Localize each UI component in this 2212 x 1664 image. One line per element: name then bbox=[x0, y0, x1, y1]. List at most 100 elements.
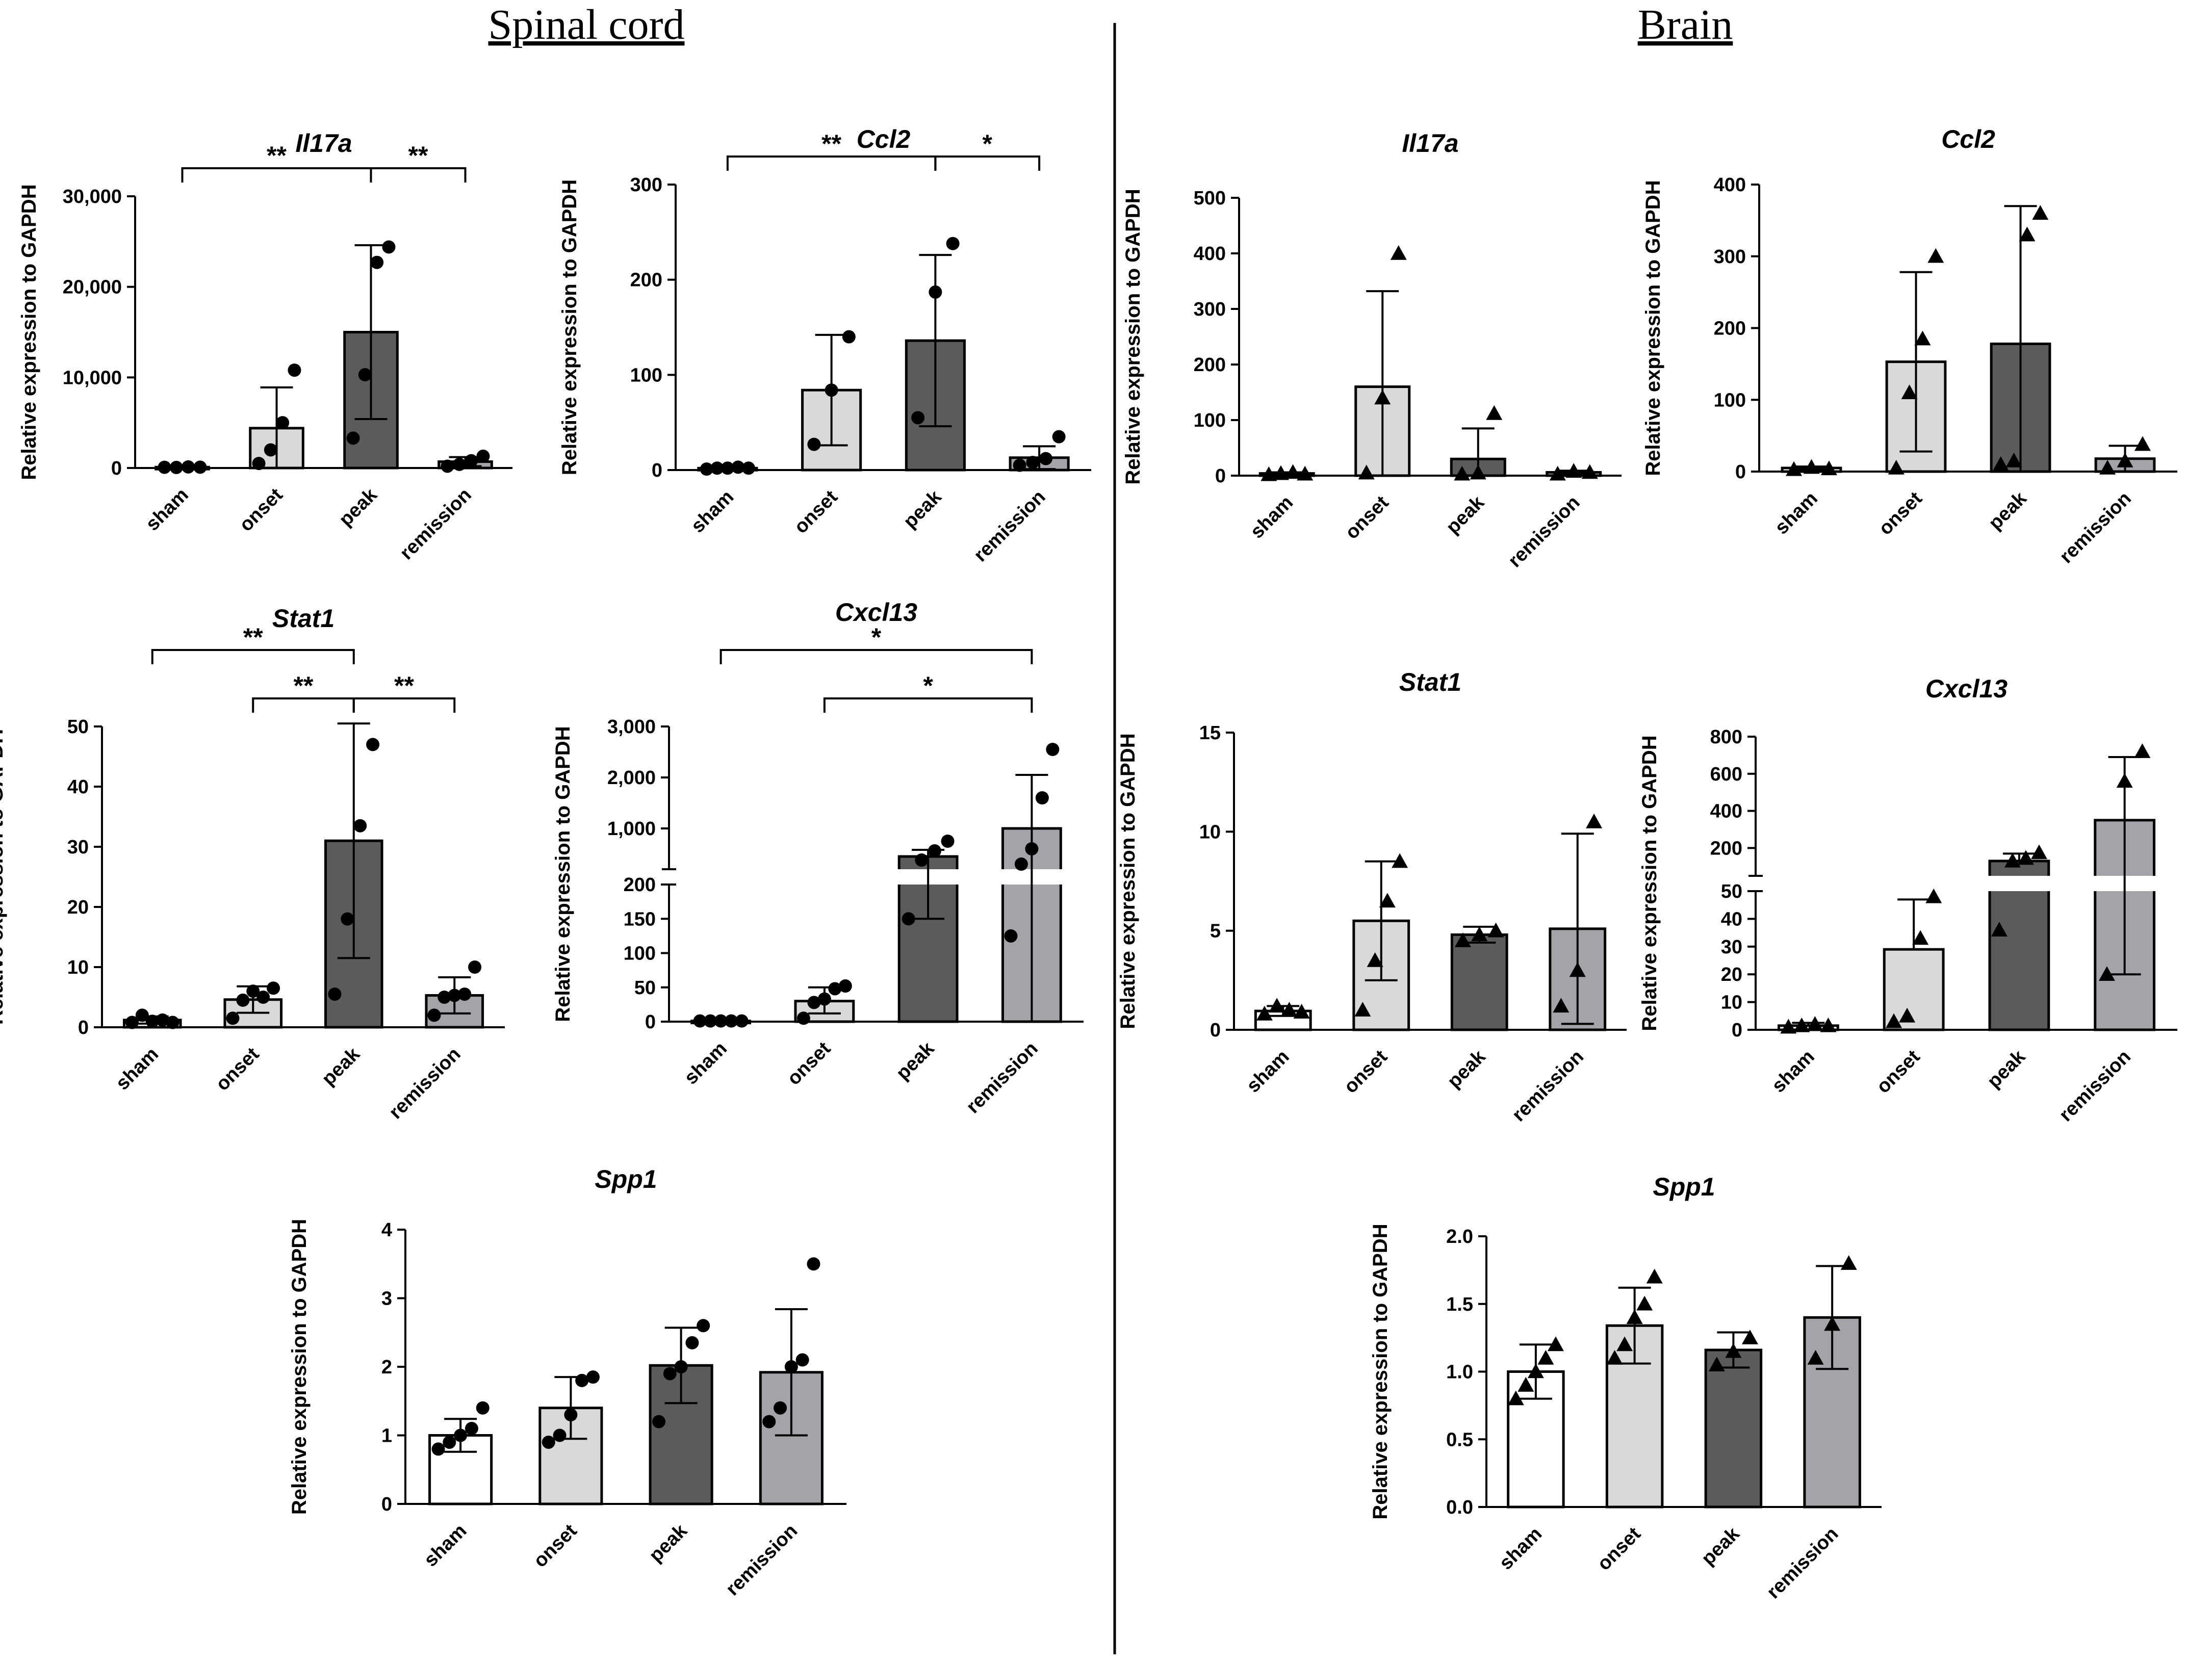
data-point bbox=[267, 981, 280, 995]
y-tick-label: 2.0 bbox=[1446, 1226, 1473, 1247]
x-tick-label-remission: remission bbox=[2055, 1046, 2135, 1126]
x-tick-label-peak: peak bbox=[1697, 1523, 1744, 1570]
data-point bbox=[2099, 459, 2116, 475]
data-point bbox=[1803, 459, 1820, 474]
x-tick-label-peak: peak bbox=[1983, 1046, 2030, 1093]
chart-br-il17a: Il17a Relative expression to GAPDH 0 100 200… bbox=[1122, 129, 1622, 571]
data-point bbox=[1914, 330, 1931, 346]
data-point bbox=[382, 240, 396, 254]
data-point bbox=[2134, 436, 2151, 451]
data-point bbox=[353, 819, 367, 833]
y-tick-label: 400 bbox=[1194, 243, 1226, 265]
y-tick-label: 0 bbox=[1210, 1020, 1221, 1041]
data-point bbox=[1052, 430, 1066, 444]
data-point bbox=[1471, 926, 1488, 942]
y-tick-label: 1.0 bbox=[1446, 1362, 1473, 1383]
data-point bbox=[458, 987, 472, 1001]
data-point bbox=[341, 912, 354, 926]
y-tick-label: 300 bbox=[1194, 299, 1226, 320]
chart-title: Ccl2 bbox=[1941, 125, 1995, 153]
data-point bbox=[2030, 844, 2047, 860]
y-tick-label: 50 bbox=[634, 977, 656, 999]
y-tick-label: 100 bbox=[624, 943, 656, 965]
data-point bbox=[828, 982, 842, 996]
x-tick-label-onset: onset bbox=[1872, 1046, 1924, 1098]
data-point bbox=[1992, 456, 2009, 471]
y-tick-label: 400 bbox=[1714, 174, 1746, 196]
data-point bbox=[704, 1014, 717, 1028]
data-point bbox=[1014, 857, 1028, 871]
x-tick-label-onset: onset bbox=[529, 1520, 581, 1572]
data-point bbox=[915, 853, 929, 867]
data-point bbox=[700, 462, 713, 476]
x-tick-label-sham: sham bbox=[1495, 1523, 1546, 1574]
data-point bbox=[1507, 1390, 1524, 1406]
y-tick-label: 10 bbox=[1721, 992, 1742, 1013]
y-tick-label: 20 bbox=[67, 897, 89, 918]
x-tick-label-peak: peak bbox=[892, 1037, 939, 1084]
y-tick-label: 200 bbox=[1714, 318, 1746, 340]
data-point bbox=[441, 459, 454, 473]
data-point bbox=[663, 1367, 677, 1381]
data-point bbox=[135, 1008, 149, 1022]
data-point bbox=[586, 1370, 600, 1384]
x-tick-label-onset: onset bbox=[790, 486, 842, 538]
x-tick-label-peak: peak bbox=[318, 1043, 365, 1090]
data-point bbox=[1013, 458, 1026, 472]
x-tick-label-peak: peak bbox=[1442, 491, 1489, 538]
y-tick-label: 0 bbox=[1732, 1020, 1742, 1041]
data-point bbox=[1547, 1336, 1564, 1351]
y-tick-label: 100 bbox=[1194, 410, 1226, 431]
significance-bracket bbox=[823, 697, 1033, 713]
y-tick-label: 200 bbox=[1194, 354, 1226, 376]
data-point bbox=[817, 992, 831, 1006]
significance-bracket bbox=[352, 697, 456, 713]
chart-title: Stat1 bbox=[272, 604, 335, 633]
x-tick-label-onset: onset bbox=[783, 1037, 835, 1089]
data-point bbox=[674, 1360, 688, 1373]
data-point bbox=[762, 1415, 776, 1428]
data-point bbox=[1636, 1295, 1653, 1311]
data-point bbox=[1581, 464, 1598, 479]
x-tick-label-sham: sham bbox=[142, 484, 193, 535]
x-tick-label-onset: onset bbox=[212, 1043, 264, 1095]
data-point bbox=[264, 443, 277, 457]
data-point bbox=[842, 330, 856, 344]
data-point bbox=[166, 1016, 179, 1029]
y-tick-label: 50 bbox=[1721, 881, 1742, 902]
data-point bbox=[796, 1011, 810, 1025]
x-tick-label-sham: sham bbox=[1768, 1046, 1819, 1097]
significance-label: * bbox=[923, 671, 933, 700]
data-point bbox=[328, 987, 342, 1001]
significance-bracket bbox=[252, 697, 355, 713]
data-point bbox=[1741, 1330, 1758, 1344]
y-tick-label: 400 bbox=[1710, 801, 1742, 822]
significance-label: ** bbox=[294, 671, 314, 700]
data-point bbox=[236, 993, 250, 1007]
chart-br-ccl2: Ccl2 Relative expression to GAPDH 0 100 200 3… bbox=[1642, 125, 2177, 567]
data-point bbox=[928, 844, 941, 857]
data-point bbox=[443, 1435, 456, 1449]
chart-title: Cxcl13 bbox=[1925, 674, 2008, 703]
data-point bbox=[1899, 1007, 1916, 1023]
y-tick-label: 20,000 bbox=[63, 277, 122, 298]
x-tick-label-remission: remission bbox=[385, 1044, 465, 1124]
data-point bbox=[1272, 465, 1289, 480]
data-point bbox=[256, 991, 270, 1004]
y-tick-label: 10 bbox=[67, 957, 89, 978]
y-tick-label: 500 bbox=[1194, 188, 1226, 209]
data-point bbox=[438, 991, 451, 1004]
data-point bbox=[476, 449, 490, 463]
y-tick-label: 4 bbox=[381, 1219, 392, 1241]
data-point bbox=[1379, 893, 1396, 908]
data-point bbox=[1358, 464, 1375, 480]
data-point bbox=[1537, 1349, 1554, 1365]
data-point bbox=[1586, 813, 1603, 828]
y-tick-label: 40 bbox=[67, 776, 89, 798]
x-tick-label-onset: onset bbox=[1874, 487, 1926, 539]
data-point bbox=[1293, 1004, 1310, 1019]
data-point bbox=[652, 1415, 666, 1428]
data-point bbox=[169, 460, 183, 474]
x-tick-label-peak: peak bbox=[1444, 1046, 1490, 1093]
data-point bbox=[226, 1011, 240, 1025]
